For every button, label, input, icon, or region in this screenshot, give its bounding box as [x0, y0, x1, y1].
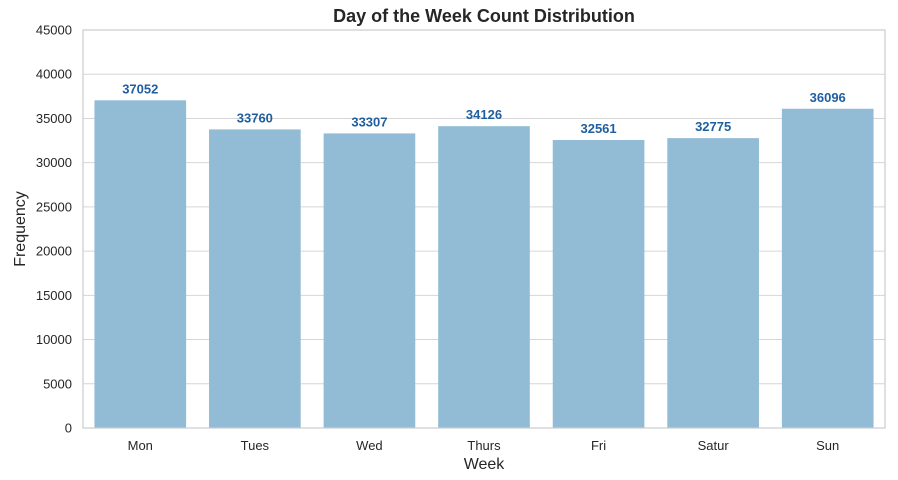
data-label: 32561	[580, 121, 616, 136]
x-tick-label: Wed	[356, 438, 383, 453]
x-tick-label: Mon	[128, 438, 153, 453]
x-tick-label: Thurs	[467, 438, 501, 453]
y-axis-label: Frequency	[12, 191, 29, 267]
y-tick-label: 35000	[36, 111, 72, 126]
y-tick-label: 20000	[36, 244, 72, 259]
data-label: 33307	[351, 114, 387, 129]
bar-fri	[552, 140, 645, 428]
y-tick-label: 0	[65, 421, 72, 436]
data-label: 36096	[810, 90, 846, 105]
x-axis-label: Week	[464, 456, 506, 473]
bars	[94, 100, 874, 429]
y-axis-ticks: 0 5000 10000 15000 20000 25000 30000 35000 40000…	[36, 23, 72, 436]
data-label: 32775	[695, 119, 731, 134]
chart-title: Day of the Week Count Distribution	[333, 6, 635, 26]
y-tick-label: 10000	[36, 332, 72, 347]
data-label: 34126	[466, 107, 502, 122]
data-label: 33760	[237, 110, 273, 125]
y-tick-label: 5000	[43, 376, 72, 391]
x-tick-label: Tues	[241, 438, 270, 453]
y-tick-label: 25000	[36, 199, 72, 214]
x-tick-label: Fri	[591, 438, 606, 453]
bar-sun	[781, 108, 874, 429]
x-axis-ticks: Mon Tues Wed Thurs Fri Satur Sun	[128, 438, 840, 453]
x-tick-label: Satur	[698, 438, 730, 453]
x-tick-label: Sun	[816, 438, 839, 453]
y-tick-label: 40000	[36, 67, 72, 82]
plot-frame	[82, 29, 886, 429]
bar-wed	[323, 133, 416, 428]
bar-tues	[209, 129, 301, 428]
bar-mon	[94, 100, 187, 428]
data-labels: 37052 33760 33307 34126 32561 32775 36096	[122, 81, 846, 136]
bar-thurs	[438, 126, 530, 428]
y-tick-label: 30000	[36, 155, 72, 170]
data-label: 37052	[122, 81, 158, 96]
y-tick-label: 45000	[36, 23, 72, 38]
y-tick-label: 15000	[36, 288, 72, 303]
bar-satur	[667, 138, 759, 428]
